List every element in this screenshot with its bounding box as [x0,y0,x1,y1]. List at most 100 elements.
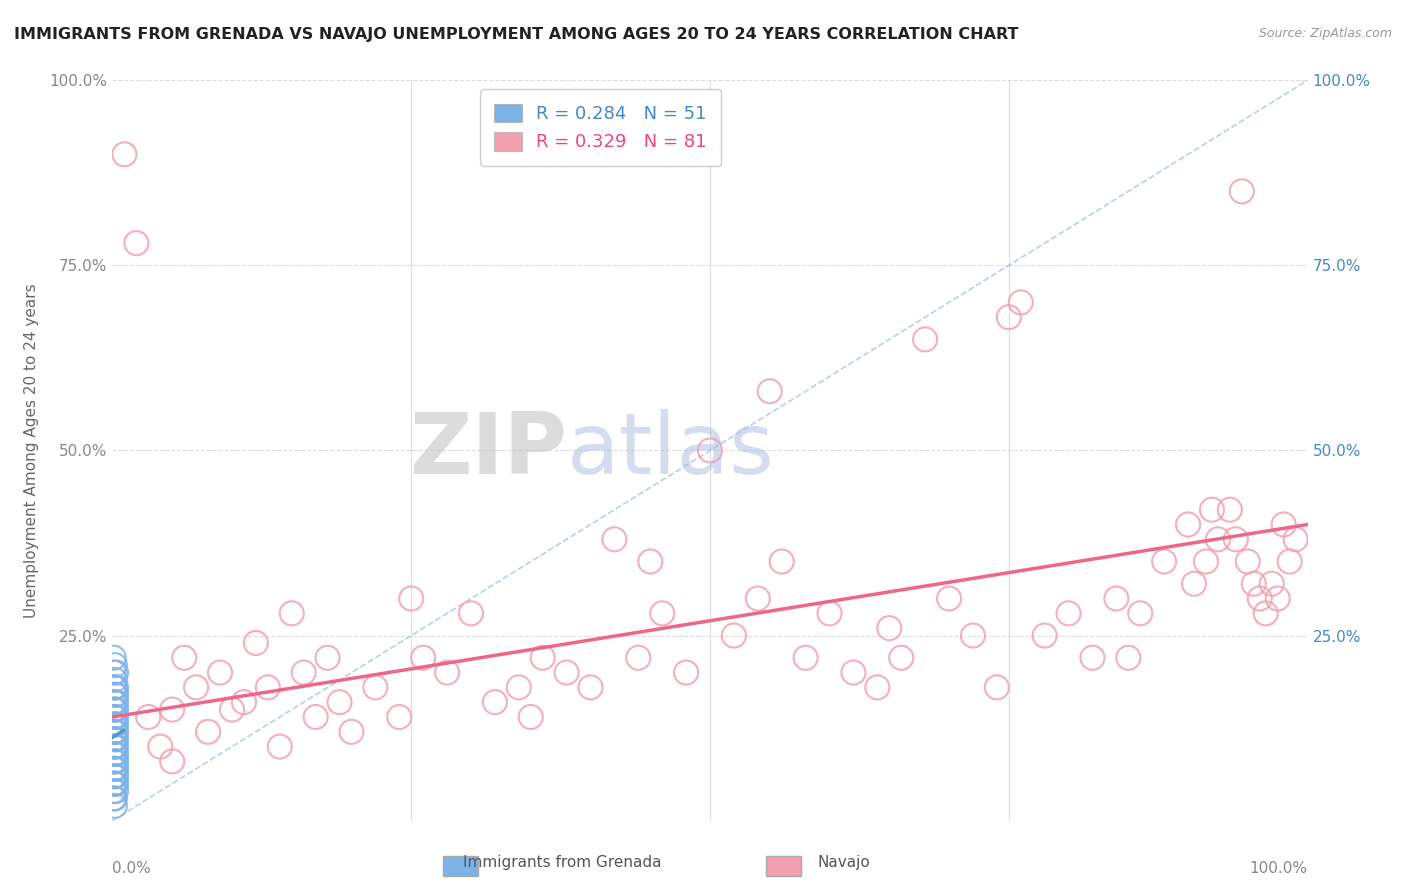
Legend: R = 0.284   N = 51, R = 0.329   N = 81: R = 0.284 N = 51, R = 0.329 N = 81 [479,89,721,166]
Point [675,665,697,680]
Point [104,688,127,702]
Point [1057,607,1080,621]
Point [986,681,1008,695]
Point [531,650,554,665]
Point [364,681,387,695]
Point [105,769,128,783]
Point [103,724,125,739]
Point [103,710,125,724]
Point [1153,555,1175,569]
Point [103,717,125,731]
Point [340,724,363,739]
Point [104,703,127,717]
Point [388,710,411,724]
Point [103,681,125,695]
Point [105,665,128,680]
Point [221,703,243,717]
Point [842,665,865,680]
Point [103,769,125,783]
Point [104,798,127,813]
Point [1105,591,1128,606]
Point [1177,517,1199,532]
Point [436,665,458,680]
Point [103,739,125,754]
Text: 100.0%: 100.0% [1250,862,1308,876]
Point [460,607,482,621]
Point [329,695,352,709]
Point [938,591,960,606]
Point [104,747,127,761]
Point [305,710,328,724]
Point [105,688,128,702]
Point [105,703,128,717]
Point [1267,591,1289,606]
Point [162,755,183,769]
Point [105,724,128,739]
Y-axis label: Unemployment Among Ages 20 to 24 years: Unemployment Among Ages 20 to 24 years [24,283,38,618]
Point [104,769,127,783]
Point [245,636,267,650]
Point [104,710,127,724]
Point [316,650,339,665]
Point [879,621,901,635]
Point [1261,576,1284,591]
Point [104,724,127,739]
Point [105,747,128,761]
Point [105,732,128,747]
Point [104,695,127,709]
Point [233,695,256,709]
Point [1237,555,1260,569]
Point [1225,533,1247,547]
Point [103,784,125,798]
Point [555,665,578,680]
Text: atlas: atlas [567,409,775,492]
Point [269,739,291,754]
Text: Navajo: Navajo [817,855,870,870]
Point [149,739,172,754]
Point [914,332,936,346]
Point [281,607,304,621]
Point [1219,502,1241,516]
Point [1010,295,1032,310]
Point [412,650,434,665]
Point [103,695,125,709]
Point [998,310,1021,325]
Point [104,776,127,791]
Point [520,710,543,724]
Point [508,681,530,695]
Point [103,703,125,717]
Point [651,607,673,621]
Text: IMMIGRANTS FROM GRENADA VS NAVAJO UNEMPLOYMENT AMONG AGES 20 TO 24 YEARS CORRELA: IMMIGRANTS FROM GRENADA VS NAVAJO UNEMPL… [14,27,1018,42]
Point [723,628,745,642]
Text: 0.0%: 0.0% [112,862,152,876]
Text: ZIP: ZIP [409,409,567,492]
Point [1118,650,1140,665]
Text: Immigrants from Grenada: Immigrants from Grenada [463,855,662,870]
Point [186,681,208,695]
Point [1254,607,1277,621]
Point [104,673,127,687]
Point [818,607,841,621]
Point [890,650,912,665]
Text: Source: ZipAtlas.com: Source: ZipAtlas.com [1258,27,1392,40]
Point [603,533,626,547]
Point [962,628,984,642]
Point [1243,576,1265,591]
Point [103,762,125,776]
Point [197,724,219,739]
Point [138,710,160,724]
Point [1033,628,1056,642]
Point [105,776,128,791]
Point [1249,591,1271,606]
Point [105,739,128,754]
Point [759,384,782,399]
Point [105,762,128,776]
Point [104,732,127,747]
Point [794,650,817,665]
Point [105,710,128,724]
Point [866,681,889,695]
Point [104,791,127,805]
Point [125,236,148,251]
Point [1182,576,1205,591]
Point [103,650,125,665]
